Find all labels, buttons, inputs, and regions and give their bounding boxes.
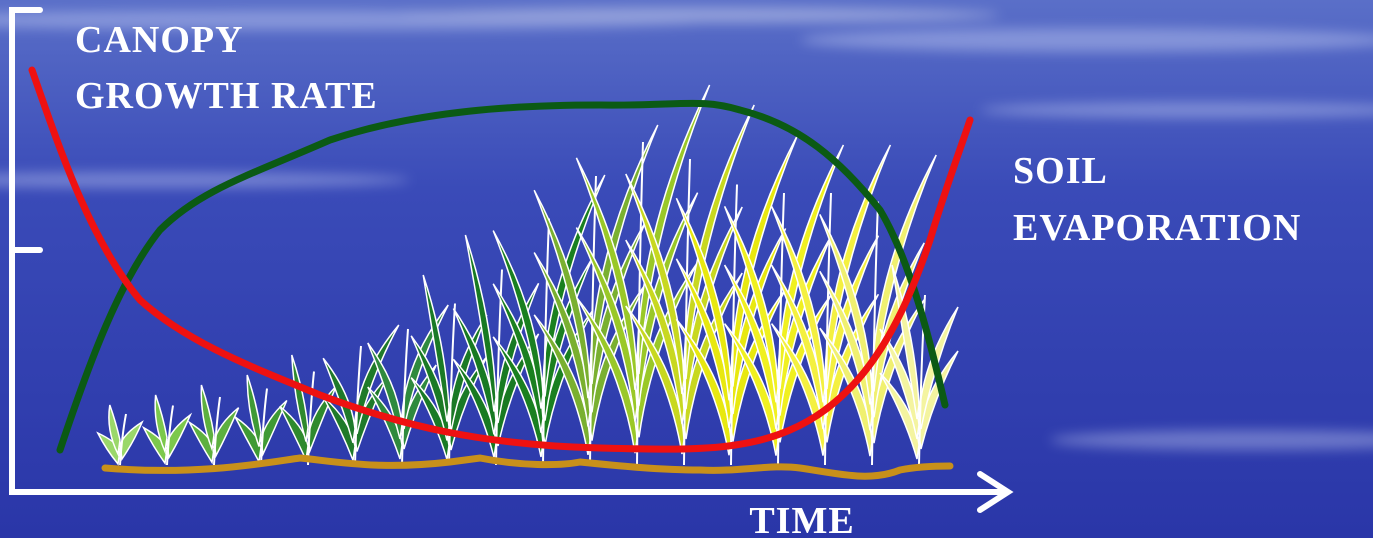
canopy-label-line1: CANOPY [75,19,244,61]
soil-label-line1: SOIL [1013,150,1108,192]
slide: CANOPY GROWTH RATE SOIL EVAPORATION TIME [0,0,1373,538]
time-label: TIME [749,500,854,538]
soil-label-line2: EVAPORATION [1013,207,1301,249]
canopy-label-line2: GROWTH RATE [75,75,378,117]
